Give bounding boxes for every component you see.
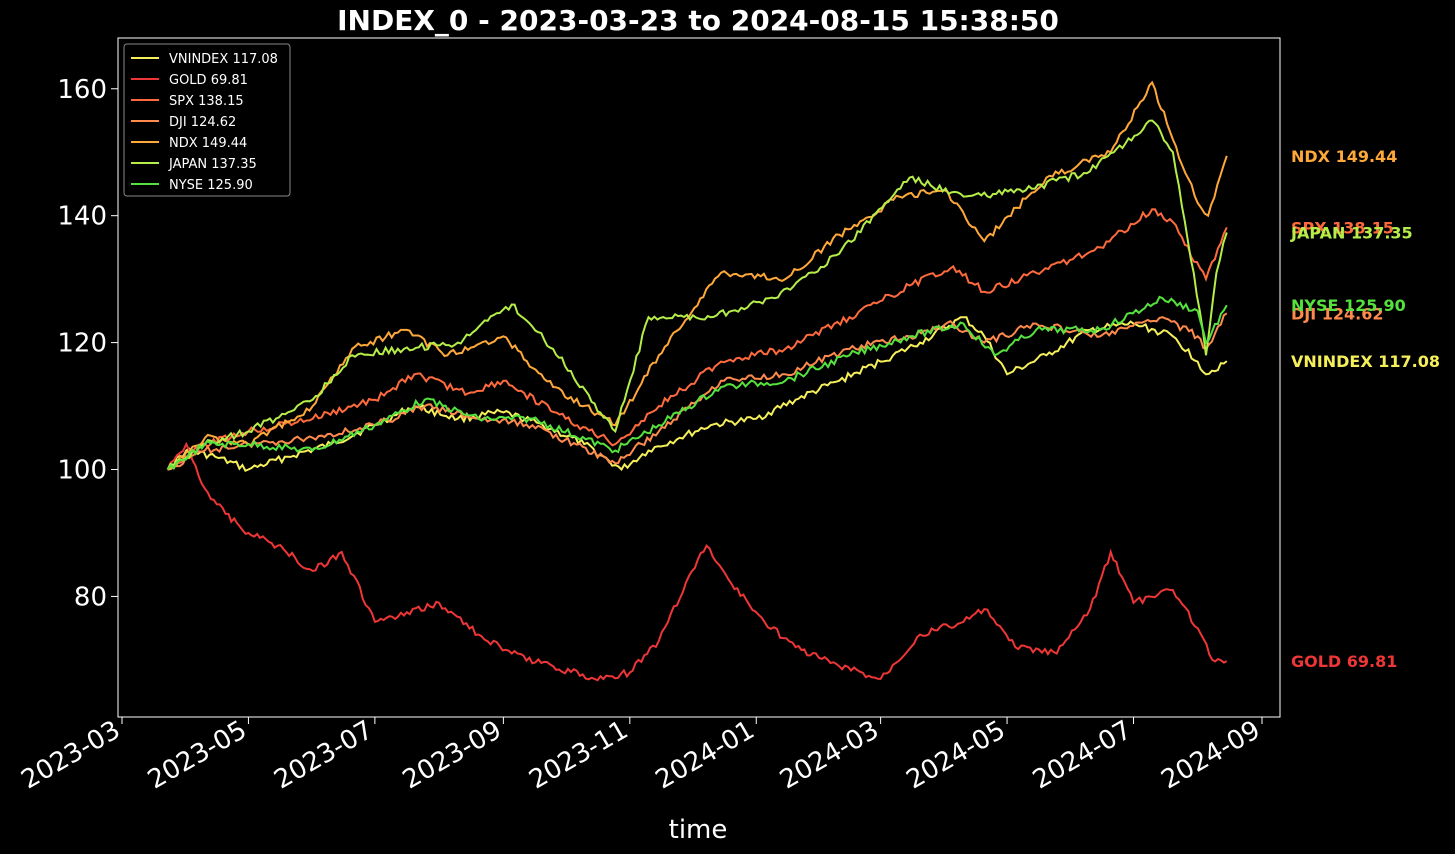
end-label-dji: DJI 124.62 bbox=[1291, 304, 1384, 323]
end-label-spx: SPX 138.15 bbox=[1291, 218, 1394, 237]
series-line-ndx bbox=[167, 80, 1228, 471]
legend-label-vnindex: VNINDEX 117.08 bbox=[169, 52, 278, 67]
series-line-nyse bbox=[166, 295, 1228, 471]
y-tick-label: 160 bbox=[57, 75, 107, 105]
series-line-vnindex bbox=[167, 316, 1228, 472]
legend-label-gold: GOLD 69.81 bbox=[169, 73, 248, 88]
series-line-gold bbox=[166, 441, 1228, 682]
legend-label-japan: JAPAN 137.35 bbox=[168, 157, 257, 172]
y-tick-label: 140 bbox=[57, 202, 107, 232]
series-line-japan bbox=[166, 119, 1228, 470]
y-tick-label: 100 bbox=[57, 456, 107, 486]
y-tick-label: 120 bbox=[57, 329, 107, 359]
end-label-nyse: NYSE 125.90 bbox=[1291, 296, 1406, 315]
legend-label-dji: DJI 124.62 bbox=[169, 115, 236, 130]
chart-title: INDEX_0 - 2023-03-23 to 2024-08-15 15:38… bbox=[337, 4, 1059, 37]
legend-label-ndx: NDX 149.44 bbox=[169, 136, 247, 151]
series-lines bbox=[166, 80, 1228, 682]
series-line-dji bbox=[167, 312, 1228, 471]
legend-label-nyse: NYSE 125.90 bbox=[169, 178, 253, 193]
end-label-gold: GOLD 69.81 bbox=[1291, 652, 1397, 671]
series-line-spx bbox=[166, 208, 1228, 471]
y-tick-label: 80 bbox=[74, 582, 107, 612]
legend: VNINDEX 117.08 GOLD 69.81 SPX 138.15 DJI 12… bbox=[123, 43, 291, 197]
y-axis: 80 100 120 140 160 bbox=[57, 75, 118, 612]
plot-frame bbox=[117, 37, 1281, 718]
legend-box bbox=[123, 43, 291, 197]
x-axis-label: time bbox=[669, 815, 728, 845]
end-label-japan: JAPAN 137.35 bbox=[1290, 223, 1413, 242]
end-labels: VNINDEX 117.08 GOLD 69.81 SPX 138.15 DJI 12… bbox=[1290, 147, 1440, 671]
legend-label-spx: SPX 138.15 bbox=[169, 94, 244, 109]
end-label-ndx: NDX 149.44 bbox=[1291, 147, 1397, 166]
end-label-vnindex: VNINDEX 117.08 bbox=[1291, 352, 1440, 371]
